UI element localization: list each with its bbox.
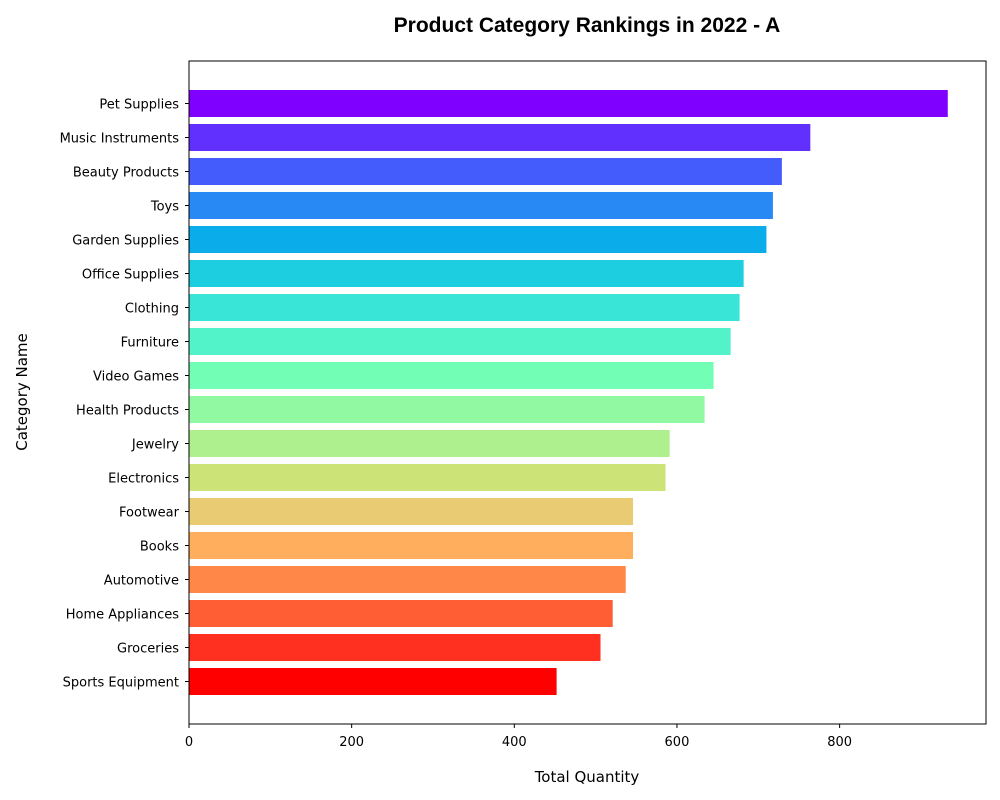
y-tick-label: Video Games — [93, 370, 179, 385]
bars-group — [189, 90, 948, 695]
x-tick-label: 200 — [339, 735, 364, 750]
x-tick-label: 0 — [185, 735, 193, 750]
bar-jewelry — [189, 430, 670, 457]
bar-clothing — [189, 294, 740, 321]
y-tick-label: Garden Supplies — [72, 234, 179, 249]
bar-office-supplies — [189, 260, 744, 287]
bar-toys — [189, 192, 773, 219]
x-tick-label: 600 — [665, 735, 690, 750]
bar-health-products — [189, 396, 705, 423]
x-axis-label: Total Quantity — [534, 768, 640, 786]
bar-music-instruments — [189, 124, 811, 151]
bar-footwear — [189, 498, 634, 525]
bar-video-games — [189, 362, 714, 389]
bar-books — [189, 532, 634, 559]
bar-pet-supplies — [189, 90, 948, 117]
x-tick-label: 400 — [502, 735, 527, 750]
x-axis-ticks: 0 200 400 600 800 — [185, 724, 852, 750]
y-tick-label: Music Instruments — [60, 132, 180, 147]
plot-frame — [188, 60, 987, 725]
x-tick-label: 800 — [827, 735, 852, 750]
y-tick-label: Pet Supplies — [99, 98, 179, 113]
y-tick-label: Jewelry — [131, 438, 179, 453]
y-tick-label: Groceries — [117, 642, 179, 657]
y-tick-label: Office Supplies — [82, 268, 179, 283]
y-axis-ticks: Pet Supplies Music Instruments Beauty Prod… — [60, 98, 189, 691]
bar-beauty-products — [189, 158, 782, 185]
bar-groceries — [189, 634, 601, 661]
y-tick-label: Automotive — [104, 574, 179, 589]
bar-home-appliances — [189, 600, 613, 627]
y-tick-label: Beauty Products — [73, 166, 179, 181]
bar-electronics — [189, 464, 666, 491]
chart-title: Product Category Rankings in 2022 - A — [394, 14, 781, 37]
bar-sports-equipment — [189, 668, 557, 695]
y-tick-label: Books — [140, 540, 179, 555]
bar-garden-supplies — [189, 226, 767, 253]
y-tick-label: Sports Equipment — [63, 676, 179, 691]
y-tick-label: Clothing — [125, 302, 179, 317]
y-tick-label: Electronics — [108, 472, 179, 487]
y-tick-label: Home Appliances — [66, 608, 179, 623]
y-tick-label: Footwear — [119, 506, 180, 521]
y-axis-label: Category Name — [13, 333, 31, 451]
y-tick-label: Health Products — [76, 404, 179, 419]
bar-furniture — [189, 328, 731, 355]
bar-automotive — [189, 566, 626, 593]
y-tick-label: Furniture — [121, 336, 179, 351]
y-tick-label: Toys — [150, 200, 179, 215]
